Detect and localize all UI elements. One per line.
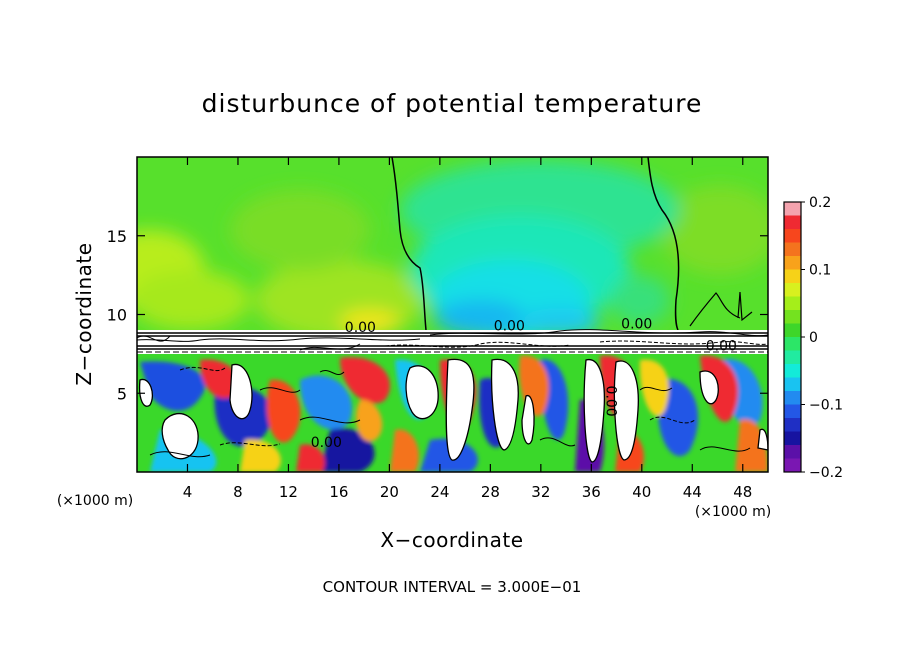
- colorbar-swatch: [784, 323, 801, 338]
- chart-title: disturbunce of potential temperature: [202, 89, 703, 118]
- x-tick-label: 12: [279, 483, 298, 501]
- colorbar-tick-label: −0.2: [809, 465, 843, 481]
- x-tick-label: 40: [632, 483, 651, 501]
- colorbar-swatch: [784, 256, 801, 270]
- colorbar-swatch: [784, 431, 801, 446]
- y-axis: 5 10 15: [107, 227, 768, 403]
- colorbar-swatch: [784, 202, 801, 216]
- x-tick-label: 36: [582, 483, 601, 501]
- colorbar-swatch: [784, 377, 801, 392]
- y-tick-label: 10: [107, 306, 127, 325]
- contour-label: 0.00: [311, 435, 342, 451]
- colorbar-swatch: [784, 215, 801, 230]
- inversion-band: [137, 329, 768, 354]
- colorbar-swatch: [784, 404, 801, 419]
- colorbar-swatch: [784, 283, 801, 297]
- plot-area: [137, 157, 768, 472]
- colorbar-tick-label: 0: [809, 330, 818, 346]
- x-tick-label: 16: [329, 483, 348, 501]
- x-tick-label: 28: [481, 483, 500, 501]
- lower-field: [137, 354, 768, 472]
- upper-field: [137, 157, 768, 357]
- x-tick-label: 4: [183, 483, 193, 501]
- colorbar: 0.2 0.1 0 −0.1 −0.2: [783, 195, 843, 481]
- x-tick-label: 20: [380, 483, 399, 501]
- x-unit-left: (×1000 m): [57, 493, 133, 509]
- contour-label: 0.00: [345, 320, 376, 336]
- colorbar-swatch: [784, 242, 801, 257]
- contour-label: 0.00: [494, 318, 525, 334]
- x-tick-label: 48: [733, 483, 752, 501]
- contour-label: 0.00: [621, 317, 652, 333]
- colorbar-swatch: [784, 296, 801, 311]
- contour-label: 0.00: [602, 386, 618, 417]
- colorbar-swatch: [784, 229, 801, 243]
- colorbar-tick-label: 0.2: [809, 195, 831, 211]
- colorbar-tick-label: −0.1: [809, 398, 843, 414]
- y-axis-label: Z−coordinate: [72, 242, 96, 385]
- x-axis: 4 8 12 16 20 24 28 32 36 40 44 48: [183, 157, 752, 501]
- colorbar-swatch: [784, 350, 801, 365]
- y-tick-label: 15: [107, 227, 127, 246]
- colorbar-swatch: [784, 364, 801, 378]
- x-tick-label: 44: [683, 483, 702, 501]
- x-axis-label: X−coordinate: [380, 528, 523, 552]
- colorbar-swatch: [784, 310, 801, 324]
- x-tick-label: 8: [233, 483, 243, 501]
- colorbar-swatch: [784, 458, 801, 473]
- contour-label: 0.00: [706, 339, 737, 355]
- colorbar-swatch: [784, 418, 801, 432]
- x-tick-label: 24: [430, 483, 449, 501]
- colorbar-tick-label: 0.1: [809, 263, 831, 279]
- contour-interval-note: CONTOUR INTERVAL = 3.000E−01: [323, 578, 582, 596]
- colorbar-swatch: [784, 445, 801, 459]
- x-unit-right: (×1000 m): [695, 504, 771, 520]
- y-tick-label: 5: [117, 384, 127, 403]
- x-tick-label: 32: [531, 483, 550, 501]
- colorbar-swatch: [784, 337, 801, 351]
- colorbar-swatch: [784, 269, 801, 284]
- contour-labels: 0.00 0.00 0.00 0.00 0.00 0.00: [311, 317, 737, 451]
- colorbar-swatch: [784, 391, 801, 405]
